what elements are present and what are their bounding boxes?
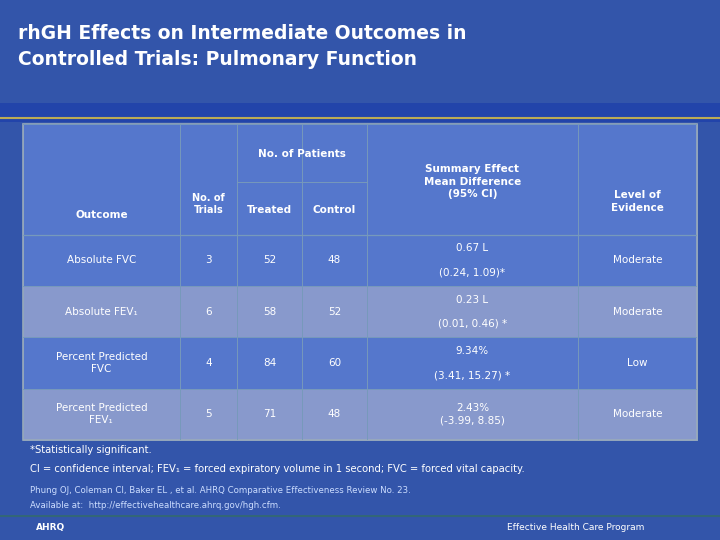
Bar [0, 103, 720, 122]
Text: Low: Low [627, 358, 648, 368]
Bar [23, 338, 697, 389]
Text: 2.43%
(-3.99, 8.85): 2.43% (-3.99, 8.85) [440, 403, 505, 426]
Text: 4: 4 [205, 358, 212, 368]
Text: 5: 5 [205, 409, 212, 420]
Text: AHRQ: AHRQ [36, 523, 65, 532]
Text: Moderate: Moderate [613, 307, 662, 317]
Text: 0.67 L

(0.24, 1.09)*: 0.67 L (0.24, 1.09)* [439, 244, 505, 278]
Text: rhGH Effects on Intermediate Outcomes in
Controlled Trials: Pulmonary Function: rhGH Effects on Intermediate Outcomes in… [18, 24, 467, 69]
Text: No. of Patients: No. of Patients [258, 149, 346, 159]
Text: Absolute FVC: Absolute FVC [67, 255, 136, 266]
Text: Summary Effect
Mean Difference
(95% CI): Summary Effect Mean Difference (95% CI) [423, 164, 521, 199]
Text: 71: 71 [264, 409, 276, 420]
Text: Available at:  http://effectivehealthcare.ahrq.gov/hgh.cfm.: Available at: http://effectivehealthcare… [30, 502, 281, 510]
Text: 60: 60 [328, 358, 341, 368]
Text: 3: 3 [205, 255, 212, 266]
Text: Outcome: Outcome [75, 210, 127, 220]
Text: 84: 84 [264, 358, 276, 368]
Text: 6: 6 [205, 307, 212, 317]
Text: Effective Health Care Program: Effective Health Care Program [508, 523, 644, 532]
Text: 58: 58 [264, 307, 276, 317]
Text: 48: 48 [328, 255, 341, 266]
Text: CI = confidence interval; FEV₁ = forced expiratory volume in 1 second; FVC = for: CI = confidence interval; FEV₁ = forced … [30, 464, 525, 474]
Text: Control: Control [313, 205, 356, 215]
Text: 48: 48 [328, 409, 341, 420]
Bar [23, 286, 697, 338]
Bar [23, 124, 697, 235]
Text: Phung OJ, Coleman CI, Baker EL , et al. AHRQ Comparative Effectiveness Review No: Phung OJ, Coleman CI, Baker EL , et al. … [30, 486, 410, 495]
Text: Moderate: Moderate [613, 255, 662, 266]
Text: 52: 52 [328, 307, 341, 317]
Text: 0.23 L

(0.01, 0.46) *: 0.23 L (0.01, 0.46) * [438, 295, 507, 329]
Bar [23, 235, 697, 286]
Text: Level of
Evidence: Level of Evidence [611, 191, 664, 213]
Text: 52: 52 [264, 255, 276, 266]
Text: Absolute FEV₁: Absolute FEV₁ [65, 307, 138, 317]
Text: Moderate: Moderate [613, 409, 662, 420]
Text: 9.34%

(3.41, 15.27) *: 9.34% (3.41, 15.27) * [434, 346, 510, 380]
Text: Percent Predicted
FVC: Percent Predicted FVC [55, 352, 147, 374]
Text: No. of
Trials: No. of Trials [192, 193, 225, 214]
Bar [23, 389, 697, 440]
Text: *Statistically significant.: *Statistically significant. [30, 446, 151, 455]
Text: Percent Predicted
FEV₁: Percent Predicted FEV₁ [55, 403, 147, 426]
Text: Treated: Treated [247, 205, 292, 215]
